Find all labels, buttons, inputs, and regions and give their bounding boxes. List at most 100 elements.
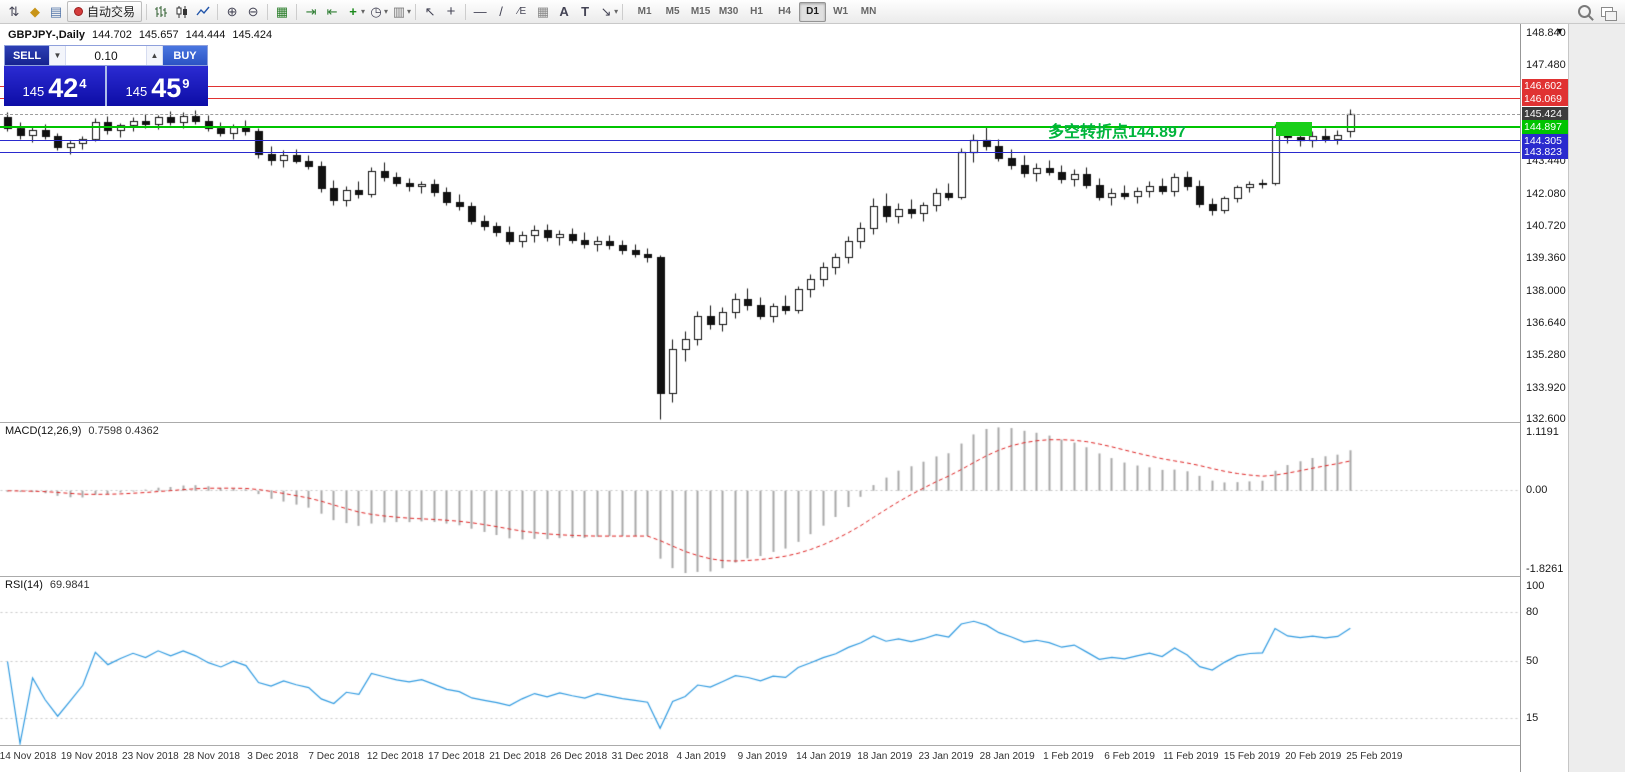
date-axis-label: 1 Feb 2019 [1043,751,1094,762]
text-icon[interactable]: A [559,4,569,19]
timeframe-button-D1[interactable]: D1 [799,1,827,22]
ohlc-close: 145.424 [232,29,273,41]
buy-price-sup: 9 [182,76,190,91]
symbol-header: GBPJPY-,Daily 144.702 145.657 144.444 14… [8,29,272,41]
price-tag: 143.823 [1522,145,1568,160]
price-tag: 145.424 [1522,107,1568,122]
ohlc-high: 145.657 [138,29,179,41]
pane-separator[interactable] [0,576,1568,577]
lot-increment-button[interactable]: ▲ [146,46,163,65]
one-click-trading-panel: SELL ▼ 0.10 ▲ BUY 145 42 4 145 45 9 [4,45,208,106]
lot-decrement-button[interactable]: ▼ [49,46,66,65]
horizontal-level-line[interactable] [0,85,1520,87]
buy-button[interactable]: BUY [163,46,207,65]
date-axis-label: 12 Dec 2018 [366,751,424,762]
date-axis-label: 23 Nov 2018 [122,751,179,762]
horizontal-level-line[interactable] [0,125,1520,128]
chevron-down-icon: ▼ [53,51,62,60]
date-axis-label: 15 Feb 2019 [1223,751,1281,762]
auto-scroll-icon[interactable]: ⇥ [305,3,317,19]
date-axis-label: 28 Nov 2018 [183,751,240,762]
pane-separator [0,745,1568,746]
toolbar-separator [465,3,467,20]
chevron-down-icon[interactable]: ▾ [384,7,389,16]
price-tag: 144.305 [1522,133,1568,148]
price-axis-label: 140.720 [1526,220,1566,232]
main-toolbar: ⇅ ◆ ▤ 自动交易 ⊕ ⊖ ▦ ⇥ ⇤ + ▾ ◷ ▾ ▥ ▾ ↖ + — / ∕E… [0,0,1625,24]
rsi-header: RSI(14) 69.9841 [5,579,90,591]
highlight-rectangle[interactable] [1276,122,1312,136]
toolbar-separator [217,3,219,20]
timeframe-button-M30[interactable]: M30 [718,6,739,17]
trendline-icon[interactable]: / [499,4,503,19]
date-axis-label: 11 Feb 2019 [1163,751,1219,762]
sell-button[interactable]: SELL [5,46,49,65]
horizontal-level-line[interactable] [0,151,1520,153]
macd-axis-zero: 0.00 [1526,484,1548,497]
timeframe-button-M5[interactable]: M5 [665,6,680,17]
lot-size-input[interactable]: 0.10 [66,46,146,65]
date-axis-label: 23 Jan 2019 [918,751,974,762]
scroll-marker-icon[interactable]: ▼ [1555,26,1564,36]
chevron-down-icon[interactable]: ▾ [407,7,412,16]
date-axis-label: 14 Nov 2018 [0,751,57,762]
date-axis-label: 17 Dec 2018 [428,751,485,762]
date-axis-label: 31 Dec 2018 [611,751,669,762]
macd-header: MACD(12,26,9) 0.7598 0.4362 [5,425,159,437]
buy-price-prefix: 145 [125,84,148,99]
horizontal-level-line[interactable] [0,98,1520,100]
zoom-in-icon[interactable]: ⊕ [226,3,238,19]
fibonacci-icon[interactable]: ▦ [536,3,550,19]
price-axis-label: 139.360 [1526,252,1566,265]
timeframe-button-M1[interactable]: M1 [637,6,652,17]
templates-icon[interactable]: ▥ [392,3,406,19]
timeframe-button-W1[interactable]: W1 [833,6,849,17]
cursor-icon[interactable]: ↖ [424,3,436,19]
chart-plot-canvas[interactable] [0,24,1520,772]
date-axis-label: 18 Jan 2019 [857,751,913,762]
timeframe-button-MN[interactable]: MN [860,6,877,17]
price-axis-label: 135.280 [1526,349,1566,362]
date-axis-label: 20 Feb 2019 [1285,751,1342,762]
navigator-icon[interactable]: ▤ [49,3,63,19]
profiles-icon[interactable]: ◆ [30,3,40,19]
date-axis-label: 4 Jan 2019 [676,751,726,762]
bar-chart-icon[interactable] [151,2,171,22]
date-axis-label: 19 Nov 2018 [60,751,118,762]
candlestick-icon[interactable] [172,2,192,22]
line-chart-icon[interactable] [193,2,213,22]
macd-title: MACD(12,26,9) [5,425,82,437]
rsi-axis-top: 100 [1526,580,1545,592]
date-axis-label: 7 Dec 2018 [308,751,360,762]
new-order-icon[interactable]: ⇅ [8,3,20,19]
pane-separator[interactable] [0,422,1568,423]
horizontal-level-line[interactable] [0,114,1520,116]
horizontal-line-icon[interactable]: — [473,4,487,19]
autotrading-button[interactable]: 自动交易 [67,1,143,22]
search-icon[interactable] [1578,5,1591,18]
chevron-down-icon[interactable]: ▾ [614,7,619,16]
sell-price-main: 42 [48,73,79,103]
timeframe-toolbar: M1 M5 M15 M30 H1 H4 D1 W1 MN [631,1,882,22]
periods-icon[interactable]: ◷ [370,3,382,19]
buy-price-button[interactable]: 145 45 9 [107,66,208,106]
chevron-down-icon[interactable]: ▾ [361,7,366,16]
tile-windows-icon[interactable]: ▦ [275,3,289,19]
sell-price-button[interactable]: 145 42 4 [4,66,105,106]
text-label-icon[interactable]: T [581,4,590,19]
layers-icon[interactable] [1601,6,1617,21]
arrows-icon[interactable]: ↘ [600,3,612,19]
pivot-annotation[interactable]: 多空转折点144.897 [1048,124,1186,141]
horizontal-level-line[interactable] [0,140,1520,142]
toolbar-separator [415,3,417,20]
chart-shift-icon[interactable]: ⇤ [326,3,338,19]
timeframe-button-H1[interactable]: H1 [750,6,763,17]
rsi-level-label: 15 [1526,712,1539,725]
indicators-icon[interactable]: + [349,4,357,19]
equidistant-channel-icon[interactable]: ∕E [517,6,527,17]
zoom-out-icon[interactable]: ⊖ [247,3,259,19]
timeframe-button-M15[interactable]: M15 [690,6,711,17]
timeframe-button-H4[interactable]: H4 [778,6,791,17]
crosshair-icon[interactable]: + [446,3,456,20]
